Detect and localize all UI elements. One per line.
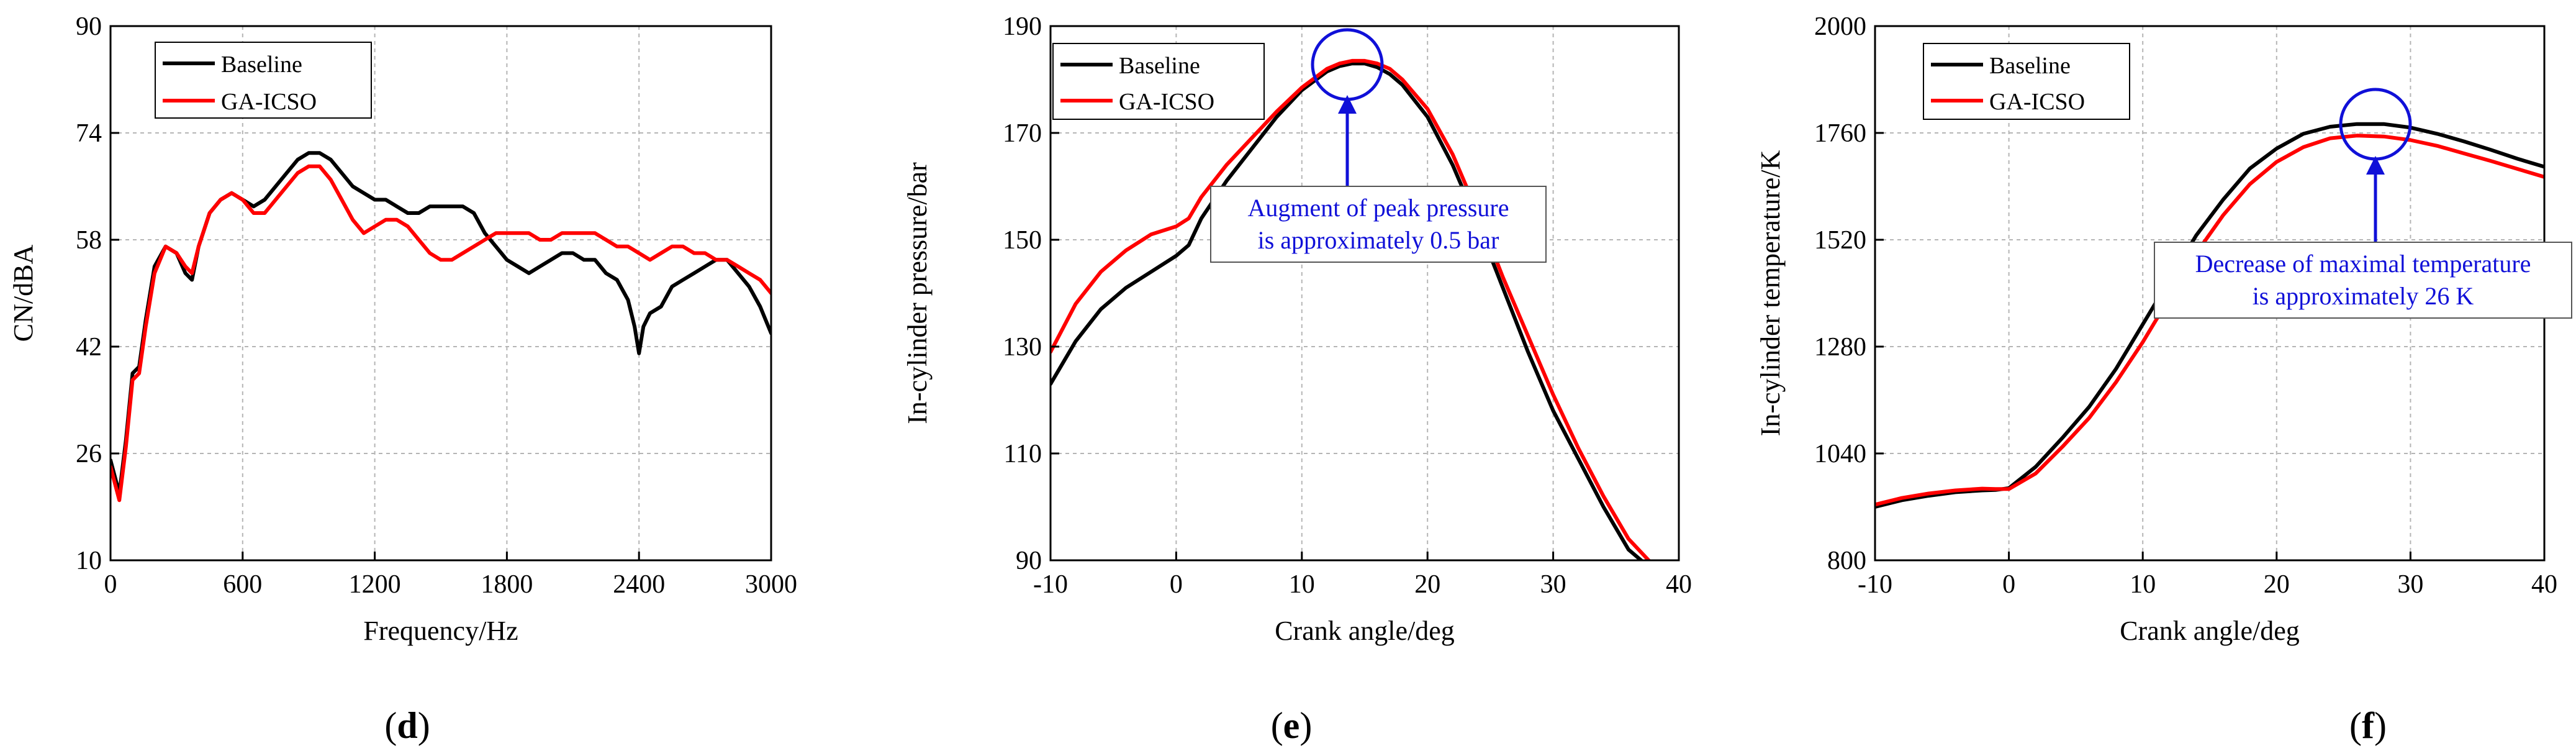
annotation-line-1: Augment of peak pressure xyxy=(1248,194,1509,222)
annotation-line-2: is approximately 26 K xyxy=(2253,282,2474,310)
series-group xyxy=(1051,58,1652,560)
y-tick-label: 1040 xyxy=(1814,440,1866,468)
y-tick-label: 10 xyxy=(76,547,102,575)
x-tick-label: 0 xyxy=(104,570,117,599)
y-tick-label: 90 xyxy=(76,12,102,41)
annotation-box xyxy=(1210,186,1547,263)
y-tick-label: 150 xyxy=(1003,226,1042,255)
x-tick-label: 20 xyxy=(2264,570,2290,599)
plot-frame xyxy=(1049,25,1680,562)
plot-frame xyxy=(109,25,772,562)
series-line-ga-icso xyxy=(1875,134,2544,507)
legend-label-baseline: Baseline xyxy=(1989,53,2071,79)
legend-label-ga-icso: GA-ICSO xyxy=(221,89,317,115)
y-axis-label: In-cylinder pressure/bar xyxy=(902,162,933,424)
y-tick-label: 26 xyxy=(76,440,102,468)
legend-label-ga-icso: GA-ICSO xyxy=(1989,89,2085,115)
y-tick-label: 170 xyxy=(1003,119,1042,148)
legend-frame xyxy=(1923,43,2130,120)
panel-label: (f) xyxy=(2349,705,2387,746)
y-axis-label: In-cylinder temperature/K xyxy=(1755,150,1786,436)
y-tick-label: 130 xyxy=(1003,333,1042,362)
legend-frame xyxy=(155,42,372,119)
x-tick-label: 1200 xyxy=(349,570,401,599)
legend: Baseline GA-ICSO xyxy=(1923,43,2130,120)
x-tick-label: 600 xyxy=(223,570,262,599)
series-group xyxy=(111,151,771,503)
x-tick-label: 0 xyxy=(2002,570,2015,599)
panel-label: (e) xyxy=(1271,705,1313,746)
series-line-baseline xyxy=(1051,61,1644,560)
annotation-box xyxy=(2154,242,2572,319)
series-line-ga-icso xyxy=(111,164,771,503)
y-tick-label: 42 xyxy=(76,333,102,362)
x-tick-label: 30 xyxy=(1540,570,1566,599)
axis-ticks: -10 0 10 20 30 40 800 1040 1280 1520 1760 2000 xyxy=(1814,12,2557,599)
x-axis-label: Frequency/Hz xyxy=(363,616,518,646)
y-tick-label: 1520 xyxy=(1814,226,1866,255)
annotation: Decrease of maximal temperature is appro… xyxy=(2154,88,2572,319)
y-tick-label: 74 xyxy=(76,119,102,148)
y-tick-label: 190 xyxy=(1003,12,1042,41)
y-tick-label: 1280 xyxy=(1814,333,1866,362)
legend: Baseline GA-ICSO xyxy=(155,42,372,119)
series-line-baseline xyxy=(111,151,771,496)
chart-panel-d: 0 600 1200 1800 2400 3000 10 26 42 58 74 90 Frequen… xyxy=(8,12,797,746)
x-tick-label: 10 xyxy=(1289,570,1315,599)
legend: Baseline GA-ICSO xyxy=(1052,43,1265,120)
x-tick-label: 40 xyxy=(1666,570,1692,599)
legend-frame xyxy=(1052,43,1265,120)
x-tick-label: 40 xyxy=(2531,570,2557,599)
y-axis-label: CN/dBA xyxy=(8,245,38,342)
annotation-line-2: is approximately 0.5 bar xyxy=(1258,226,1499,254)
x-tick-label: 2400 xyxy=(613,570,665,599)
annotation-line-1: Decrease of maximal temperature xyxy=(2195,250,2531,278)
grid xyxy=(111,26,771,560)
x-tick-label: -10 xyxy=(1858,570,1892,599)
legend-label-baseline: Baseline xyxy=(221,52,302,78)
y-tick-label: 58 xyxy=(76,226,102,255)
x-axis-label: Crank angle/deg xyxy=(1275,616,1455,646)
y-tick-label: 800 xyxy=(1827,547,1866,575)
x-tick-label: 20 xyxy=(1414,570,1440,599)
x-tick-label: 0 xyxy=(1170,570,1183,599)
x-tick-label: 3000 xyxy=(745,570,797,599)
axis-ticks: -10 0 10 20 30 40 90 110 130 150 170 190 xyxy=(1003,12,1692,599)
x-tick-label: 30 xyxy=(2397,570,2423,599)
y-tick-label: 110 xyxy=(1004,440,1042,468)
annotation: Augment of peak pressure is approximatel… xyxy=(1210,28,1547,263)
chart-panel-f: -10 0 10 20 30 40 800 1040 1280 1520 1760 2000 Cran… xyxy=(1755,12,2572,746)
y-tick-label: 90 xyxy=(1016,547,1042,575)
y-tick-label: 1760 xyxy=(1814,119,1866,148)
x-tick-label: -10 xyxy=(1033,570,1068,599)
axis-ticks: 0 600 1200 1800 2400 3000 10 26 42 58 74 90 xyxy=(76,12,797,599)
y-tick-label: 2000 xyxy=(1814,12,1866,41)
chart-panel-e: -10 0 10 20 30 40 90 110 130 150 170 190 Crank angl… xyxy=(902,12,1692,746)
series-line-ga-icso xyxy=(1051,58,1652,560)
x-axis-label: Crank angle/deg xyxy=(2120,616,2300,646)
panel-label: (d) xyxy=(384,705,430,746)
legend-label-ga-icso: GA-ICSO xyxy=(1119,89,1214,115)
x-tick-label: 1800 xyxy=(481,570,533,599)
x-tick-label: 10 xyxy=(2130,570,2156,599)
legend-label-baseline: Baseline xyxy=(1119,53,1200,79)
